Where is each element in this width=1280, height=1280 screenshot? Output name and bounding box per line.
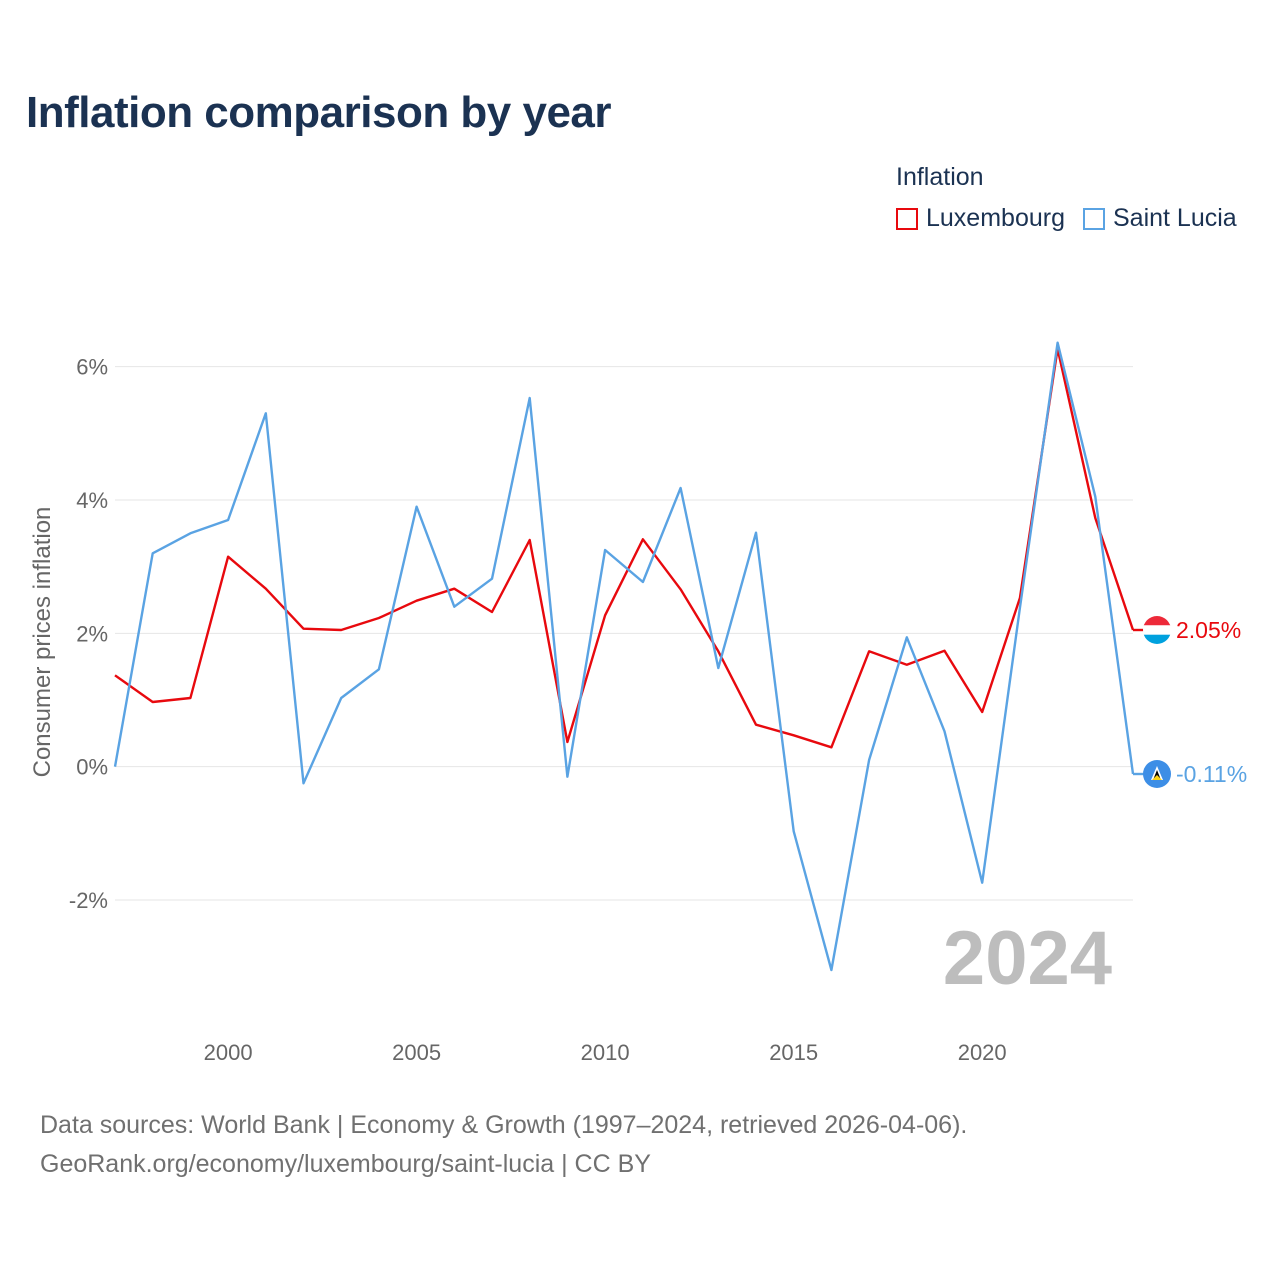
year-overlay: 2024 [943, 916, 1112, 1001]
source-line-1: Data sources: World Bank | Economy & Gro… [40, 1111, 968, 1139]
legend-item-saint-lucia[interactable]: Saint Lucia [1082, 204, 1237, 233]
x-tick-label: 2010 [581, 1040, 630, 1065]
end-value-label-saint-lucia: -0.11% [1176, 761, 1247, 787]
y-tick-label: 2% [76, 621, 108, 646]
series-line-saint-lucia[interactable] [113, 341, 1135, 972]
end-value-label-luxembourg: 2.05% [1176, 617, 1241, 643]
chart-title: Inflation comparison by year [26, 88, 612, 137]
legend-label-luxembourg: Luxembourg [926, 204, 1065, 232]
y-tick-label: 4% [76, 488, 108, 513]
y-tick-label: -2% [69, 888, 108, 913]
legend-swatch-luxembourg [896, 207, 918, 230]
legend-label-saint-lucia: Saint Lucia [1112, 204, 1237, 232]
flag-icon-luxembourg [1143, 616, 1171, 644]
flag-icon-saint-lucia [1143, 760, 1171, 788]
y-tick-label: 0% [76, 755, 108, 780]
legend-item-luxembourg[interactable]: Luxembourg [896, 204, 1065, 233]
y-axis-label: Consumer prices inflation [29, 507, 56, 778]
series-line-luxembourg[interactable] [114, 347, 1135, 749]
source-note: Data sources: World Bank | Economy & Gro… [40, 1106, 967, 1184]
legend: Luxembourg Saint Lucia [896, 204, 1255, 233]
x-tick-label: 2020 [958, 1040, 1007, 1065]
source-line-2[interactable]: GeoRank.org/economy/luxembourg/saint-luc… [40, 1150, 651, 1178]
x-tick-label: 2015 [769, 1040, 818, 1065]
x-tick-label: 2000 [204, 1040, 253, 1065]
x-tick-label: 2005 [392, 1040, 441, 1065]
legend-heading: Inflation [896, 163, 984, 191]
y-tick-label: 6% [76, 355, 108, 380]
legend-swatch-saint-lucia [1082, 207, 1105, 230]
